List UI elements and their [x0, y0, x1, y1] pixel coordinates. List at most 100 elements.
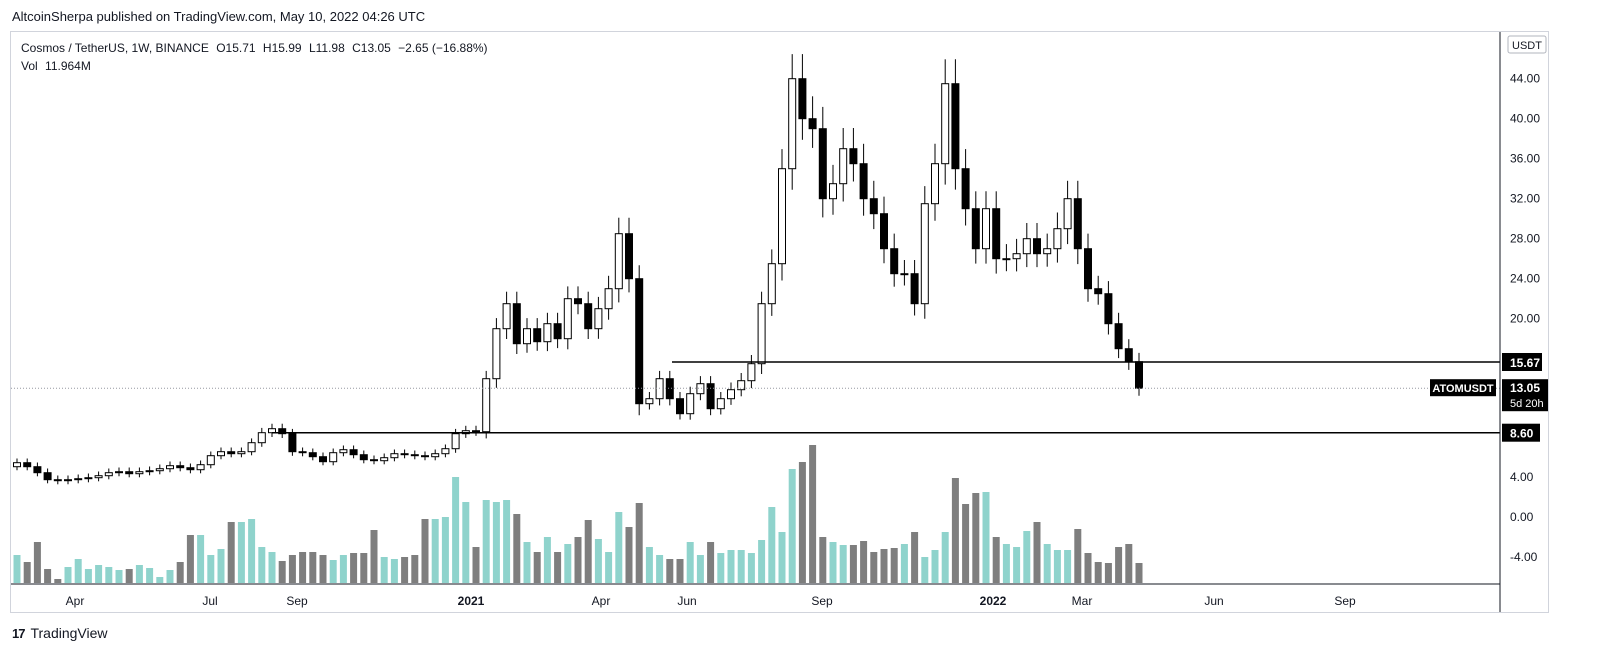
- time-tick-label: Jul: [202, 594, 217, 608]
- volume-bar: [574, 537, 582, 583]
- volume-bar: [523, 542, 531, 583]
- candle-bearish: [298, 451, 307, 454]
- resistance-label-box: [1502, 353, 1542, 371]
- candle-bullish: [451, 433, 460, 450]
- volume-bar: [707, 542, 715, 583]
- footer-brand[interactable]: 17 TradingView: [12, 625, 108, 641]
- volume-bar: [982, 492, 990, 583]
- volume-bar: [962, 504, 970, 583]
- chart-legend: Cosmos / TetherUS, 1W, BINANCE O15.71 H1…: [21, 39, 492, 75]
- volume-bar: [656, 555, 664, 583]
- price-tick-label: -4.00: [1510, 550, 1538, 564]
- volume-bar: [1125, 544, 1133, 583]
- candle-bearish: [278, 428, 287, 435]
- volume-bar: [890, 548, 898, 583]
- time-tick-label: Apr: [66, 594, 85, 608]
- candle-bearish: [584, 303, 593, 330]
- volume-bar: [370, 530, 378, 583]
- candle-bullish: [94, 475, 103, 479]
- volume-bar: [360, 553, 368, 583]
- price-tick-label: 0.00: [1510, 510, 1534, 524]
- volume-bar: [666, 559, 674, 583]
- candle-bearish: [961, 168, 970, 210]
- candle-bearish: [676, 398, 684, 415]
- candle-bullish: [747, 363, 756, 382]
- candle-bullish: [74, 478, 83, 481]
- volume-bar: [1064, 550, 1072, 583]
- candle-bullish: [594, 308, 603, 330]
- volume-bar: [992, 537, 1000, 583]
- candle-bullish: [1002, 258, 1011, 261]
- candle-bearish: [859, 163, 868, 200]
- candle-bullish: [1012, 253, 1021, 260]
- footer-brand-text: TradingView: [30, 625, 108, 641]
- volume-bar: [452, 477, 460, 583]
- volume-bar: [380, 557, 388, 583]
- time-tick-label: Sep: [286, 594, 308, 608]
- candle-bullish: [1022, 238, 1031, 255]
- volume-bar: [676, 559, 684, 583]
- legend-volume-row: Vol 11.964M: [21, 57, 492, 75]
- candle-bearish: [971, 208, 980, 250]
- candle-bullish: [839, 148, 848, 185]
- volume-bar: [288, 555, 296, 583]
- volume-layer: [13, 445, 1143, 583]
- volume-bar: [870, 552, 878, 583]
- candle-bullish: [686, 393, 695, 415]
- support-label-box: [1502, 423, 1540, 442]
- volume-bar: [717, 553, 725, 583]
- volume-bar: [584, 520, 592, 583]
- volume-bar: [554, 552, 562, 583]
- volume-bar: [1023, 531, 1031, 583]
- volume-bar: [1115, 547, 1123, 583]
- legend-change: −2.65 (−16.88%): [398, 41, 488, 55]
- volume-bar: [860, 541, 868, 583]
- candle-bearish: [472, 430, 480, 433]
- volume-bar: [972, 493, 980, 583]
- candle-bearish: [849, 148, 858, 165]
- candle-bullish: [135, 471, 144, 475]
- price-tick-label: 4.00: [1510, 470, 1534, 484]
- candle-bearish: [910, 273, 919, 305]
- candle-bullish: [941, 83, 950, 165]
- volume-bar: [1013, 547, 1021, 583]
- candle-bullish: [482, 378, 491, 433]
- candle-bullish: [196, 464, 205, 471]
- volume-bar: [911, 532, 919, 583]
- volume-bar: [13, 555, 21, 583]
- volume-bar: [819, 537, 827, 583]
- candle-bearish: [880, 213, 888, 250]
- volume-bar: [227, 522, 235, 583]
- candle-bullish: [778, 168, 786, 265]
- volume-bar: [1043, 544, 1051, 583]
- candle-bearish: [574, 298, 582, 305]
- symbol-tag: ATOMUSDT: [1432, 383, 1494, 395]
- price-tick-label: 28.00: [1510, 232, 1540, 246]
- volume-bar: [95, 565, 103, 583]
- volume-bar: [1084, 553, 1092, 583]
- legend-symbol[interactable]: Cosmos / TetherUS, 1W, BINANCE: [21, 41, 209, 55]
- volume-bar: [339, 555, 347, 583]
- price-tick-label: 36.00: [1510, 152, 1540, 166]
- candle-bullish: [1063, 198, 1072, 230]
- candle-bearish: [1084, 248, 1092, 290]
- candle-bullish: [543, 323, 552, 343]
- legend-ohlc-row: Cosmos / TetherUS, 1W, BINANCE O15.71 H1…: [21, 39, 492, 57]
- volume-bar: [33, 542, 41, 583]
- price-tick-label: 44.00: [1510, 72, 1540, 86]
- support-label: 8.60: [1510, 427, 1534, 441]
- candle-bullish: [716, 398, 725, 410]
- price-tick-label: 32.00: [1510, 192, 1540, 206]
- time-tick-label: Mar: [1072, 594, 1093, 608]
- volume-bar: [64, 567, 72, 583]
- candle-bearish: [1114, 323, 1123, 350]
- volume-bar: [727, 550, 735, 583]
- symbol-tag-box: [1430, 379, 1496, 397]
- candle-bearish: [1124, 348, 1133, 363]
- candle-bearish: [349, 449, 358, 456]
- price-tick-label: 24.00: [1510, 272, 1540, 286]
- volume-bar: [1053, 550, 1061, 583]
- time-tick-label: 2021: [458, 594, 485, 608]
- candle-bearish: [625, 233, 633, 280]
